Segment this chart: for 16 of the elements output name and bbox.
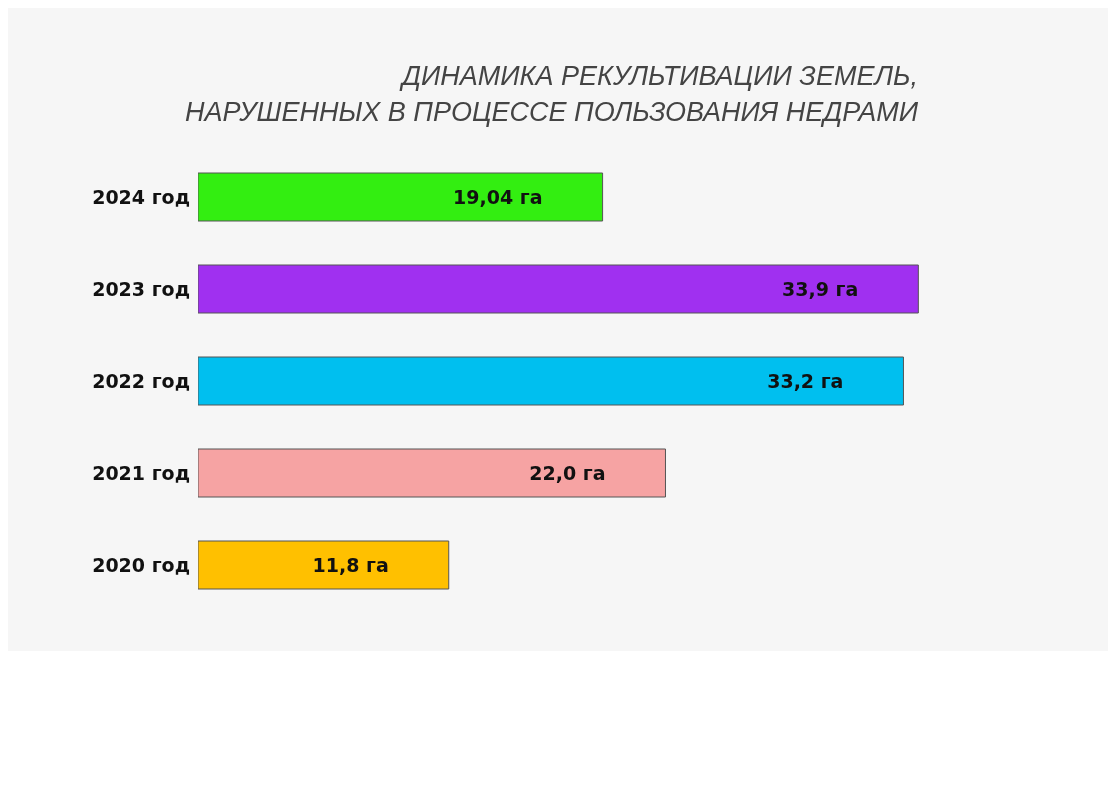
y-tick-label: 2022 год	[92, 369, 190, 392]
bar	[198, 264, 919, 314]
data-label: 33,9 га	[782, 277, 859, 300]
bar	[198, 172, 604, 222]
data-label: 19,04 га	[453, 185, 543, 208]
y-tick-label: 2024 год	[92, 185, 190, 208]
y-tick-label: 2021 год	[92, 461, 190, 484]
data-label: 33,2 га	[767, 369, 844, 392]
data-label: 11,8 га	[312, 553, 389, 576]
bar	[198, 448, 666, 498]
data-label: 22,0 га	[529, 461, 606, 484]
chart-title: ДИНАМИКА РЕКУЛЬТИВАЦИИ ЗЕМЕЛЬ, НАРУШЕННЫХ В ПРОЦЕССЕ ПОЛЬЗОВАНИЯ НЕДРАМИ	[184, 60, 919, 130]
y-tick-label: 2020 год	[92, 553, 190, 576]
bar	[198, 540, 450, 590]
bar	[198, 356, 904, 406]
y-tick-label: 2023 год	[92, 277, 190, 300]
